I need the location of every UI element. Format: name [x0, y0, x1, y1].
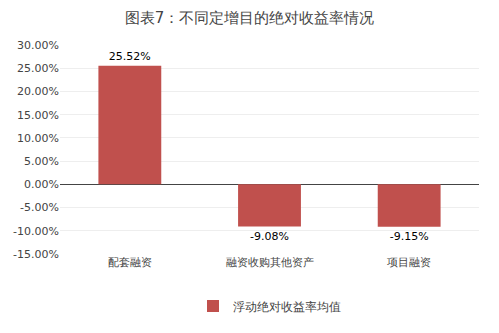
- svg-text:15.00%: 15.00%: [17, 109, 59, 122]
- svg-text:融资收购其他资产: 融资收购其他资产: [226, 256, 314, 269]
- svg-text:5.00%: 5.00%: [24, 155, 59, 168]
- svg-text:25.52%: 25.52%: [109, 50, 151, 63]
- svg-text:配套融资: 配套融资: [108, 256, 152, 269]
- svg-text:10.00%: 10.00%: [17, 132, 59, 145]
- svg-text:25.00%: 25.00%: [17, 62, 59, 75]
- svg-text:20.00%: 20.00%: [17, 85, 59, 98]
- svg-text:0.00%: 0.00%: [24, 178, 59, 191]
- svg-text:30.00%: 30.00%: [17, 39, 59, 52]
- svg-text:-10.00%: -10.00%: [13, 225, 59, 238]
- svg-text:项目融资: 项目融资: [387, 256, 431, 269]
- svg-text:浮动绝对收益率均值: 浮动绝对收益率均值: [233, 300, 341, 314]
- svg-text:-9.15%: -9.15%: [390, 230, 429, 243]
- svg-text:-9.08%: -9.08%: [250, 230, 289, 243]
- svg-text:图表7：不同定增目的绝对收益率情况: 图表7：不同定增目的绝对收益率情况: [125, 9, 375, 27]
- svg-text:-15.00%: -15.00%: [13, 248, 59, 261]
- svg-text:-5.00%: -5.00%: [20, 201, 59, 214]
